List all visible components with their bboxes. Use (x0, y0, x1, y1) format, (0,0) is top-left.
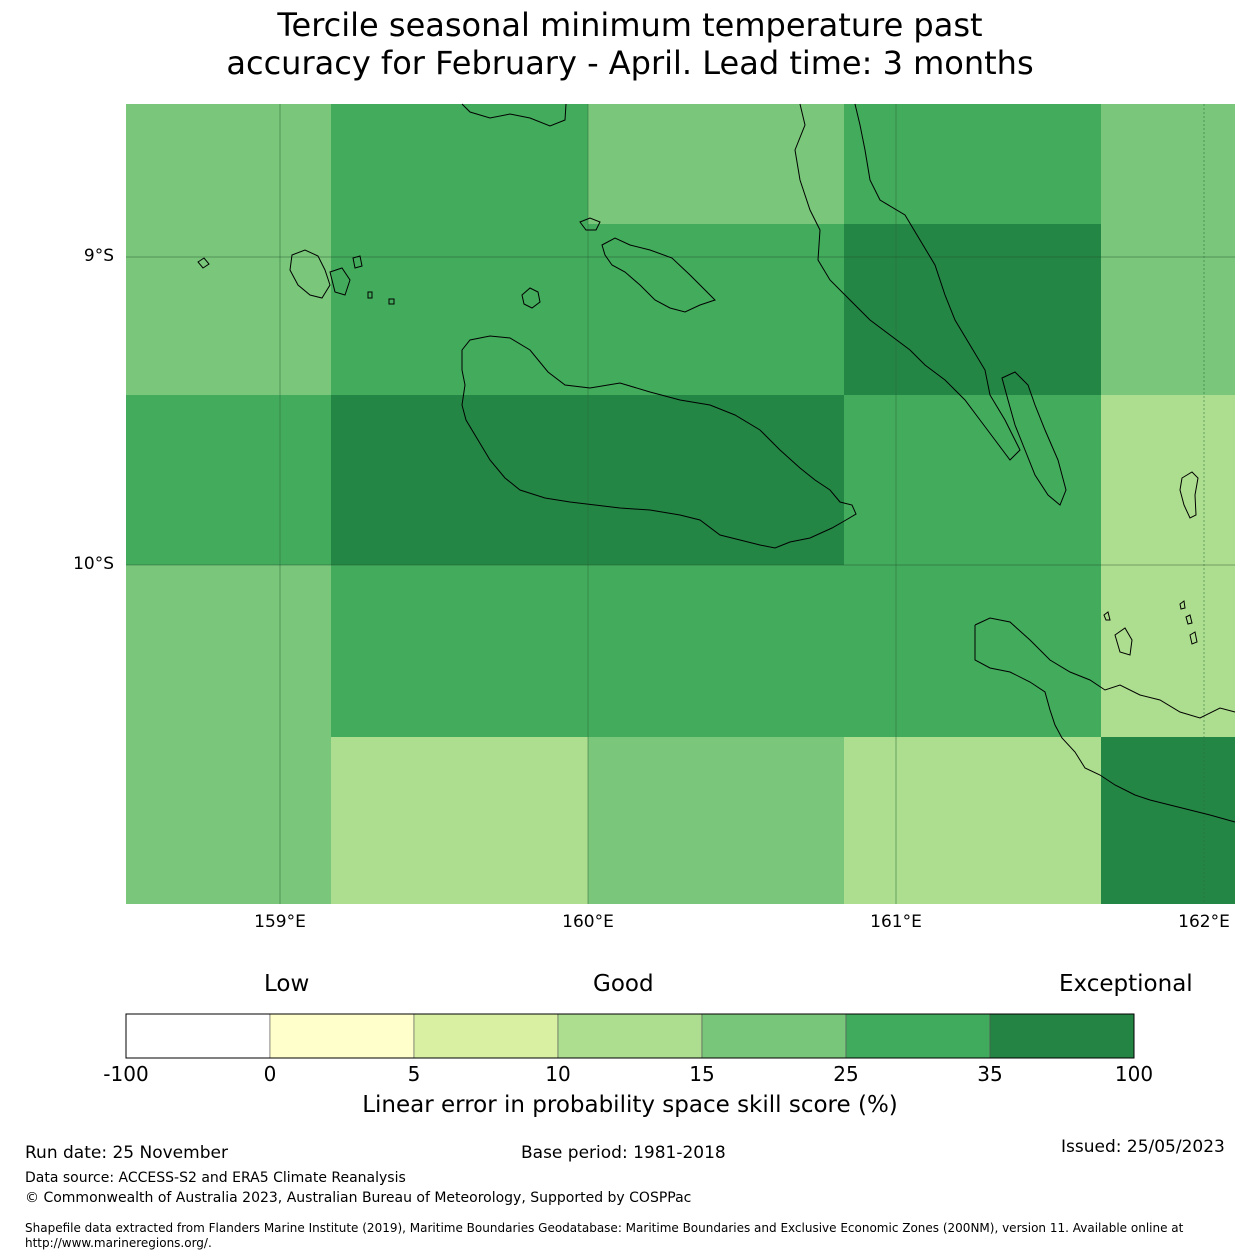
grid-cell (331, 104, 588, 395)
island-russell-small-1 (352, 255, 363, 269)
grid-cell (1101, 395, 1235, 737)
colorbar-tick: 10 (545, 1062, 571, 1086)
base-period: Base period: 1981-2018 (521, 1143, 726, 1163)
skill-grid (126, 104, 1235, 904)
copyright: © Commonwealth of Australia 2023, Austra… (25, 1190, 692, 1206)
lon-label-160e: 160°E (562, 912, 614, 932)
island-ulawa (1179, 471, 1199, 519)
island-islet-d (1189, 631, 1198, 645)
title-line-1: Tercile seasonal minimum temperature pas… (277, 6, 983, 44)
grid-cell (588, 737, 844, 904)
grid-cell (844, 737, 1101, 904)
colorbar-frame (125, 1013, 1135, 1059)
colorbar-tick: -100 (103, 1062, 149, 1086)
island-guadalcanal (461, 335, 857, 549)
colorbar-bin-2 (269, 1013, 415, 1059)
grid-cell (331, 395, 844, 565)
island-islet-c (1185, 614, 1193, 625)
colorbar (125, 1013, 1135, 1059)
colorbar-title: Linear error in probability space skill … (362, 1092, 898, 1118)
grid-cell (1101, 104, 1235, 395)
island-north-coast (461, 103, 567, 127)
grid-cell (331, 737, 588, 904)
lon-label-159e: 159°E (254, 912, 306, 932)
island-ugi (1114, 627, 1133, 656)
map-title: Tercile seasonal minimum temperature pas… (0, 6, 1260, 82)
lat-label-9s: 9°S (83, 246, 114, 266)
colorbar-bin-3 (413, 1013, 559, 1059)
issued-date: Issued: 25/05/2023 (1061, 1137, 1225, 1157)
island-russell-small-3 (388, 298, 395, 305)
legend-word-good: Good (593, 971, 654, 997)
colorbar-bin-4 (557, 1013, 703, 1059)
grid-cell (844, 104, 1101, 224)
title-line-2: accuracy for February - April. Lead time… (226, 44, 1034, 82)
colorbar-tick: 0 (263, 1062, 277, 1086)
colorbar-tick: 35 (977, 1062, 1003, 1086)
legend-word-exceptional: Exceptional (1059, 971, 1193, 997)
lon-label-161e: 161°E (870, 912, 922, 932)
grid-cell (126, 395, 331, 565)
colorbar-tick: 100 (1114, 1062, 1154, 1086)
grid-cell (588, 224, 844, 395)
grid-cell (588, 104, 844, 224)
grid-cell (844, 224, 1101, 395)
island-makira (974, 617, 1236, 823)
data-source: Data source: ACCESS-S2 and ERA5 Climate … (25, 1170, 406, 1186)
island-russell-east (329, 267, 351, 296)
shapefile-credit: Shapefile data extracted from Flanders M… (25, 1221, 1184, 1250)
island-islet-b (1179, 600, 1186, 610)
island-russell-small-2 (367, 291, 373, 299)
lon-label-162e: 162°E (1178, 912, 1230, 932)
colorbar-tick: 15 (689, 1062, 715, 1086)
colorbar-bin-7 (989, 1013, 1135, 1059)
lat-label-10s: 10°S (73, 554, 114, 574)
island-islet-a (1103, 611, 1111, 621)
island-russell (289, 249, 331, 299)
island-small-nw-florida (579, 217, 601, 231)
grid-cell (126, 565, 331, 904)
island-malaita (794, 103, 1021, 461)
run-date: Run date: 25 November (25, 1143, 228, 1163)
grid-cell (1101, 737, 1235, 904)
colorbar-tick: 25 (833, 1062, 859, 1086)
island-west-islet (197, 257, 210, 269)
colorbar-bin-1 (125, 1013, 271, 1059)
grid-cell (844, 395, 1101, 565)
island-maramasike (1001, 371, 1067, 506)
island-savo (521, 287, 541, 309)
grid-cell (331, 565, 1101, 737)
grid-cell (126, 104, 331, 395)
coastlines (197, 103, 1236, 823)
colorbar-tick: 5 (407, 1062, 421, 1086)
colorbar-bin-5 (701, 1013, 847, 1059)
island-florida (601, 237, 716, 313)
colorbar-bin-6 (845, 1013, 991, 1059)
legend-word-low: Low (264, 971, 310, 997)
